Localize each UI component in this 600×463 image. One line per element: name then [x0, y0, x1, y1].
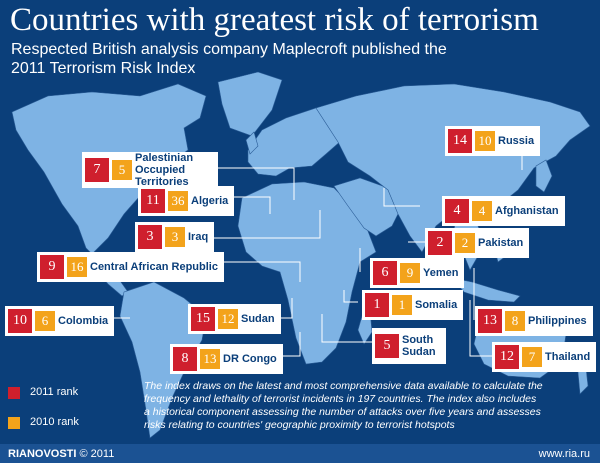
rank-2011-badge: 13 — [478, 309, 502, 333]
country-name: Philippines — [528, 315, 587, 327]
country-label-iraq: 3 3 Iraq — [135, 222, 215, 252]
country-name: Iraq — [188, 231, 209, 243]
country-label-afghanistan: 4 4 Afghanistan — [442, 196, 565, 226]
rank-2011-badge: 1 — [365, 293, 389, 317]
rank-2010-badge: 4 — [472, 201, 492, 221]
country-name: Pakistan — [478, 237, 524, 249]
brand-logo: RIANOVOSTI — [8, 448, 77, 460]
country-label-yemen: 6 9 Yemen — [370, 258, 465, 288]
rank-2010-badge: 3 — [165, 227, 185, 247]
copyright-text: © 2011 — [79, 448, 115, 460]
footer-credit: RIANOVOSTI © 2011 — [8, 448, 114, 460]
land-middle-east — [333, 177, 403, 237]
rank-2011-badge: 14 — [448, 129, 472, 153]
rank-2010-badge: 13 — [200, 349, 220, 369]
rank-2011-badge: 15 — [191, 307, 215, 331]
rank-2010-badge: 1 — [392, 295, 412, 315]
country-label-pakistan: 2 2 Pakistan — [425, 228, 530, 258]
rank-2011-badge: 12 — [495, 345, 519, 369]
legend-swatch-2011 — [8, 387, 20, 399]
country-name: Thailand — [545, 351, 591, 363]
rank-2011-badge: 10 — [8, 309, 32, 333]
land-south-america — [119, 281, 207, 439]
footer-bar — [0, 444, 600, 463]
rank-2011-badge: 6 — [373, 261, 397, 285]
country-label-thailand: 12 7 Thailand — [492, 342, 597, 372]
country-label-russia: 14 10 Russia — [445, 126, 541, 156]
rank-2010-badge: 10 — [475, 131, 495, 151]
rank-2010-badge: 8 — [505, 311, 525, 331]
map-title: Countries with greatest risk of terroris… — [10, 2, 539, 38]
country-label-philippines: 13 8 Philippines — [475, 306, 593, 336]
legend-label-2011: 2011 rank — [30, 386, 79, 398]
rank-2011-badge: 9 — [40, 255, 64, 279]
country-label-south-sudan: 5 South Sudan — [372, 328, 446, 364]
rank-2011-badge: 3 — [138, 225, 162, 249]
country-label-palestinian-occupied-territories: 7 5 Palestinian Occupied Territories — [82, 152, 218, 188]
country-name: Yemen — [423, 267, 459, 279]
rank-2011-badge: 11 — [141, 189, 165, 213]
country-name: Afghanistan — [495, 205, 559, 217]
country-name: Colombia — [58, 315, 109, 327]
methodology-note: The index draws on the latest and most c… — [144, 380, 543, 431]
rank-2010-badge: 5 — [112, 160, 132, 180]
country-label-somalia: 1 1 Somalia — [362, 290, 464, 320]
rank-2010-badge: 36 — [168, 191, 188, 211]
land-africa — [237, 181, 377, 365]
rank-2010-badge: 7 — [522, 347, 542, 367]
rank-2010-badge: 16 — [67, 257, 87, 277]
land-greenland — [217, 71, 283, 137]
country-label-sudan: 15 12 Sudan — [188, 304, 281, 334]
country-name: Algeria — [191, 195, 229, 207]
rank-2011-badge: 4 — [445, 199, 469, 223]
rank-2010-badge: 9 — [400, 263, 420, 283]
land-europe — [247, 107, 343, 177]
land-indonesia — [451, 277, 521, 303]
rank-2010-badge: 12 — [218, 309, 238, 329]
country-label-colombia: 10 6 Colombia — [5, 306, 115, 336]
legend-label-2010: 2010 rank — [30, 416, 79, 428]
country-name: Palestinian Occupied Territories — [135, 152, 194, 188]
country-name: DR Congo — [223, 353, 277, 365]
country-name: Russia — [498, 135, 535, 147]
country-label-algeria: 11 36 Algeria — [138, 186, 235, 216]
land-uk — [245, 131, 259, 155]
country-name: Central African Republic — [90, 261, 218, 273]
rank-2011-badge: 2 — [428, 231, 452, 255]
country-name: South Sudan — [402, 334, 436, 358]
legend-swatch-2010 — [8, 417, 20, 429]
footer-url[interactable]: www.ria.ru — [538, 448, 590, 460]
rank-2011-badge: 5 — [375, 334, 399, 358]
land-japan — [535, 159, 553, 193]
country-name: Sudan — [241, 313, 275, 325]
country-name: Somalia — [415, 299, 458, 311]
rank-2010-badge: 6 — [35, 311, 55, 331]
map-subtitle: Respected British analysis company Maple… — [11, 41, 447, 77]
country-label-dr-congo: 8 13 DR Congo — [170, 344, 283, 374]
country-label-central-african-republic: 9 16 Central African Republic — [37, 252, 224, 282]
rank-2011-badge: 7 — [85, 158, 109, 182]
rank-2010-badge: 2 — [455, 233, 475, 253]
rank-2011-badge: 8 — [173, 347, 197, 371]
